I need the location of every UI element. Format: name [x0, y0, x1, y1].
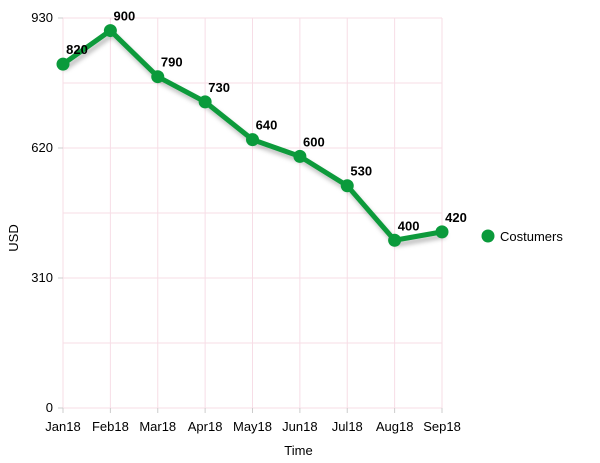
data-point[interactable]: [103, 24, 117, 38]
y-tick-label: 930: [31, 10, 53, 25]
series-costumers: [56, 24, 449, 247]
x-tick-label: Aug18: [376, 419, 414, 434]
data-label: 820: [66, 42, 88, 57]
grid: [62, 17, 443, 409]
y-tick-label: 620: [31, 140, 53, 155]
data-label: 790: [161, 55, 183, 70]
data-point[interactable]: [56, 57, 70, 71]
x-tick-label: Jun18: [282, 419, 317, 434]
data-point[interactable]: [340, 179, 354, 193]
data-label: 640: [256, 118, 278, 133]
data-point[interactable]: [388, 233, 402, 247]
data-point[interactable]: [151, 70, 165, 84]
x-tick-label: Jan18: [45, 419, 80, 434]
x-axis-title: Time: [284, 443, 312, 458]
data-label: 600: [303, 134, 325, 149]
y-axis-title: USD: [6, 224, 21, 251]
x-tick-label: Sep18: [423, 419, 461, 434]
data-point[interactable]: [293, 149, 307, 163]
data-point[interactable]: [198, 95, 212, 109]
x-tick-label: Jul18: [332, 419, 363, 434]
y-tick-label: 310: [31, 270, 53, 285]
data-label: 730: [208, 80, 230, 95]
data-point[interactable]: [435, 225, 449, 239]
y-tick-label: 0: [46, 400, 53, 415]
data-labels: 820 900 790 730 640 600 530 400 420: [66, 9, 467, 234]
x-tick-label: May18: [233, 419, 272, 434]
axes: 0 310 620 930 Jan18 Feb18 Mar18 Apr18 May18 Jun18…: [31, 10, 461, 434]
legend-marker: [481, 229, 495, 243]
data-label: 420: [445, 210, 467, 225]
data-label: 400: [398, 218, 420, 233]
legend[interactable]: Costumers: [480, 229, 563, 244]
x-tick-label: Apr18: [188, 419, 223, 434]
x-tick-label: Mar18: [139, 419, 176, 434]
legend-label: Costumers: [500, 229, 563, 244]
data-label: 530: [350, 164, 372, 179]
data-label: 900: [114, 9, 136, 24]
data-point[interactable]: [246, 133, 259, 147]
x-tick-label: Feb18: [92, 419, 129, 434]
